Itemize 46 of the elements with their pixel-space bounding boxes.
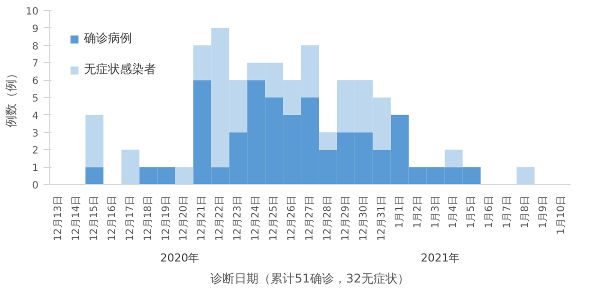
y-tick-label: 10 [26, 6, 39, 18]
x-tick-label: 12月16日 [106, 195, 118, 241]
x-tick-label: 1月10日 [556, 195, 568, 235]
x-tick-label: 12月13日 [52, 195, 64, 241]
x-tick-label: 1月2日 [412, 195, 424, 228]
x-tick-label: 12月28日 [322, 195, 334, 241]
x-tick-label: 12月24日 [250, 195, 262, 241]
x-tick-label: 1月3日 [430, 195, 442, 228]
x-tick-label: 1月5日 [466, 195, 478, 228]
y-tick-label: 8 [32, 41, 39, 52]
x-tick-label: 12月22日 [214, 195, 226, 241]
y-tick-label: 6 [32, 76, 39, 88]
y-tick-label: 1 [32, 163, 39, 174]
x-tick-label: 12月14日 [70, 195, 82, 241]
x-tick-label: 12月17日 [124, 195, 136, 241]
x-tick-label: 12月20日 [178, 195, 190, 241]
y-axis-title: 例数（例） [4, 68, 18, 128]
x-tick-label: 12月19日 [160, 195, 172, 241]
x-tick-label: 1月4日 [448, 195, 460, 228]
x-tick-label: 12月26日 [286, 195, 298, 241]
x-tick-label: 1月7日 [502, 195, 514, 228]
y-tick-label: 2 [32, 146, 39, 157]
y-tick-label: 0 [32, 180, 39, 192]
x-tick-label: 12月23日 [232, 195, 244, 241]
x-tick-label: 12月21日 [196, 195, 208, 241]
y-tick-label: 7 [32, 58, 39, 70]
x-tick-label: 12月30日 [358, 195, 370, 241]
x-tick-label: 1月6日 [484, 195, 496, 228]
text: 2021年 [420, 252, 460, 264]
y-tick-label: 3 [32, 128, 39, 140]
x-tick-label: 12月15日 [88, 195, 100, 241]
x-tick-label: 12月25日 [268, 195, 280, 241]
x-tick-label: 12月31日 [376, 195, 388, 241]
x-tick-label: 1月1日 [394, 195, 406, 228]
y-tick-label: 4 [32, 110, 39, 122]
x-axis-title: 诊断日期（累计51确诊，32无症状） [210, 272, 410, 286]
x-tick-label: 12月29日 [340, 195, 352, 241]
text: 2020年 [160, 252, 200, 264]
x-tick-label: 1月8日 [520, 195, 532, 228]
legend-label: 确诊病例 [84, 30, 132, 47]
x-tick-label: 12月27日 [304, 195, 316, 241]
y-tick-label: 5 [32, 94, 39, 104]
y-tick-label: 9 [32, 24, 39, 35]
x-tick-label: 12月18日 [142, 195, 154, 241]
x-tick-label: 1月9日 [538, 195, 550, 228]
legend-label: 无症状感染者 [84, 61, 156, 78]
